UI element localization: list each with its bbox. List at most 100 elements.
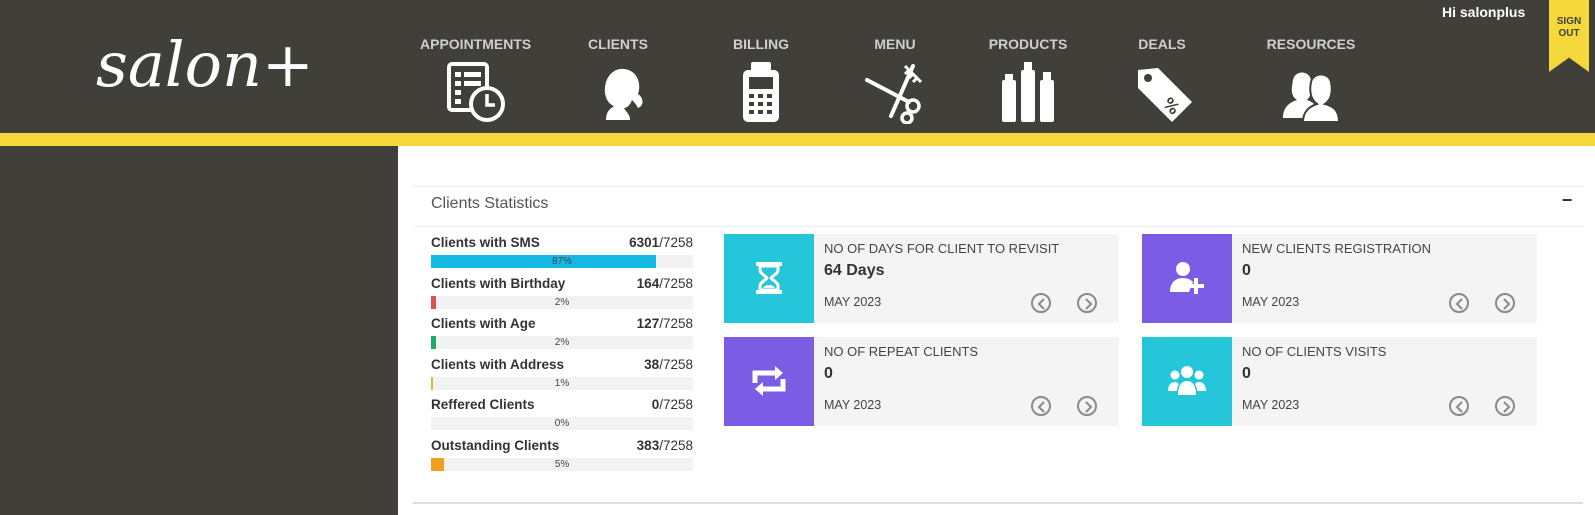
stat-percent: 1% bbox=[554, 377, 570, 389]
stat-name: Clients with Age bbox=[431, 316, 536, 331]
collapse-button[interactable]: − bbox=[1561, 190, 1573, 210]
stat-row: Outstanding Clients 383/7258 5% bbox=[431, 438, 693, 478]
stat-percent: 2% bbox=[554, 337, 570, 348]
sign-out-button[interactable]: SIGN OUT bbox=[1549, 0, 1589, 72]
stat-name: Clients with SMS bbox=[431, 235, 540, 250]
next-month-button[interactable] bbox=[1495, 396, 1515, 416]
stat-count: 6301/7258 bbox=[629, 235, 693, 250]
card-month: MAY 2023 bbox=[824, 295, 882, 309]
stat-progress-track: 87% bbox=[431, 255, 693, 268]
stat-progress-track: 2% bbox=[431, 295, 693, 309]
stat-progress-track: 5% bbox=[431, 457, 693, 471]
stat-percent: 2% bbox=[554, 296, 570, 308]
stat-card: NO OF CLIENTS VISITS 0 MAY 2023 bbox=[1142, 337, 1537, 426]
stat-count-total: /7258 bbox=[659, 316, 693, 331]
appointments-icon bbox=[447, 62, 505, 122]
stat-card: NO OF REPEAT CLIENTS 0 MAY 2023 bbox=[724, 337, 1119, 426]
stat-count: 164/7258 bbox=[637, 276, 693, 291]
add-user-icon bbox=[1170, 262, 1204, 294]
panel-title: Clients Statistics bbox=[431, 195, 549, 212]
stat-count-value: 164 bbox=[636, 275, 660, 291]
stat-progress-fill bbox=[431, 457, 444, 471]
nav-appointments[interactable]: APPOINTMENTS bbox=[420, 36, 532, 126]
hourglass-icon bbox=[756, 262, 782, 294]
nav-products[interactable]: PRODUCTS bbox=[988, 36, 1068, 126]
stat-row: Clients with Age 127/7258 2% bbox=[431, 316, 693, 356]
bottles-icon bbox=[1002, 62, 1054, 122]
stat-progress-fill bbox=[431, 336, 436, 349]
sign-out-label: SIGN OUT bbox=[1556, 16, 1582, 39]
card-icon-box bbox=[724, 337, 814, 426]
prev-month-button[interactable] bbox=[1031, 293, 1051, 313]
stat-count-total: /7258 bbox=[659, 235, 693, 250]
accent-band bbox=[0, 133, 1595, 146]
card-value: 64 Days bbox=[824, 262, 885, 279]
stat-row: Clients with Address 38/7258 1% bbox=[431, 357, 693, 397]
clients-statistics-panel: Clients Statistics − Clients with SMS 630… bbox=[413, 186, 1583, 504]
stat-progress-fill bbox=[431, 295, 436, 309]
nav-clients-label: CLIENTS bbox=[588, 36, 648, 52]
user-greeting: Hi salonplus bbox=[1442, 4, 1526, 20]
card-value: 0 bbox=[1242, 262, 1251, 279]
nav-billing-label: BILLING bbox=[733, 36, 789, 52]
sidebar bbox=[0, 146, 398, 515]
nav-menu[interactable]: MENU bbox=[860, 36, 930, 126]
price-tag-icon: % bbox=[1138, 68, 1192, 122]
card-title: NO OF CLIENTS VISITS bbox=[1242, 344, 1387, 359]
scissors-comb-icon bbox=[865, 64, 923, 124]
card-month: MAY 2023 bbox=[1242, 398, 1300, 412]
nav-billing[interactable]: BILLING bbox=[726, 36, 796, 126]
prev-month-button[interactable] bbox=[1449, 293, 1469, 313]
stat-progress-track: 2% bbox=[431, 336, 693, 349]
prev-month-button[interactable] bbox=[1031, 396, 1051, 416]
client-silhouette-icon bbox=[604, 68, 643, 120]
stat-progress-fill bbox=[431, 255, 656, 268]
stat-count-total: /7258 bbox=[659, 437, 693, 453]
card-month: MAY 2023 bbox=[1242, 295, 1300, 309]
nav-deals[interactable]: DEALS % bbox=[1132, 36, 1192, 126]
stat-row: Reffered Clients 0/7258 0% bbox=[431, 397, 693, 437]
stat-name: Clients with Birthday bbox=[431, 275, 566, 291]
stat-count: 38/7258 bbox=[644, 357, 693, 372]
stat-count-value: 38 bbox=[644, 356, 660, 372]
stat-count-total: /7258 bbox=[659, 397, 693, 412]
stat-count-value: 0 bbox=[651, 397, 660, 412]
stat-progress-fill bbox=[431, 376, 433, 390]
card-month: MAY 2023 bbox=[824, 398, 882, 412]
card-title: NEW CLIENTS REGISTRATION bbox=[1242, 241, 1431, 256]
panel-divider bbox=[413, 226, 1583, 227]
stat-percent: 5% bbox=[554, 458, 570, 470]
stat-progress-track: 0% bbox=[431, 417, 693, 430]
stat-count: 127/7258 bbox=[637, 316, 693, 331]
group-icon bbox=[1168, 366, 1206, 395]
card-title: NO OF DAYS FOR CLIENT TO REVISIT bbox=[824, 241, 1060, 256]
card-icon-box bbox=[1142, 234, 1232, 323]
logo[interactable]: salon+ bbox=[96, 28, 314, 101]
stat-percent: 87% bbox=[551, 256, 572, 267]
stat-count-value: 127 bbox=[636, 316, 660, 331]
calculator-icon bbox=[743, 62, 779, 122]
nav-menu-label: MENU bbox=[874, 36, 916, 52]
stat-name: Outstanding Clients bbox=[431, 437, 560, 453]
nav-resources-label: RESOURCES bbox=[1266, 36, 1356, 52]
stat-count-value: 383 bbox=[636, 437, 660, 453]
top-header: salon+ APPOINTMENTS CLIENTS bbox=[0, 0, 1595, 133]
stat-count: 0/7258 bbox=[652, 397, 693, 412]
stat-progress-track: 1% bbox=[431, 376, 693, 390]
card-title: NO OF REPEAT CLIENTS bbox=[824, 344, 979, 359]
nav-appointments-label: APPOINTMENTS bbox=[420, 36, 532, 52]
stat-percent: 0% bbox=[554, 418, 570, 429]
stat-card: NEW CLIENTS REGISTRATION 0 MAY 2023 bbox=[1142, 234, 1537, 323]
nav-clients[interactable]: CLIENTS bbox=[583, 36, 653, 126]
next-month-button[interactable] bbox=[1077, 396, 1097, 416]
next-month-button[interactable] bbox=[1495, 293, 1515, 313]
nav-deals-label: DEALS bbox=[1138, 36, 1186, 52]
stat-count-value: 6301 bbox=[629, 235, 660, 250]
prev-month-button[interactable] bbox=[1449, 396, 1469, 416]
next-month-button[interactable] bbox=[1077, 293, 1097, 313]
stat-count: 383/7258 bbox=[637, 438, 693, 453]
nav-resources[interactable]: RESOURCES bbox=[1256, 36, 1366, 126]
card-value: 0 bbox=[824, 365, 833, 382]
stat-row: Clients with SMS 6301/7258 87% bbox=[431, 235, 693, 275]
